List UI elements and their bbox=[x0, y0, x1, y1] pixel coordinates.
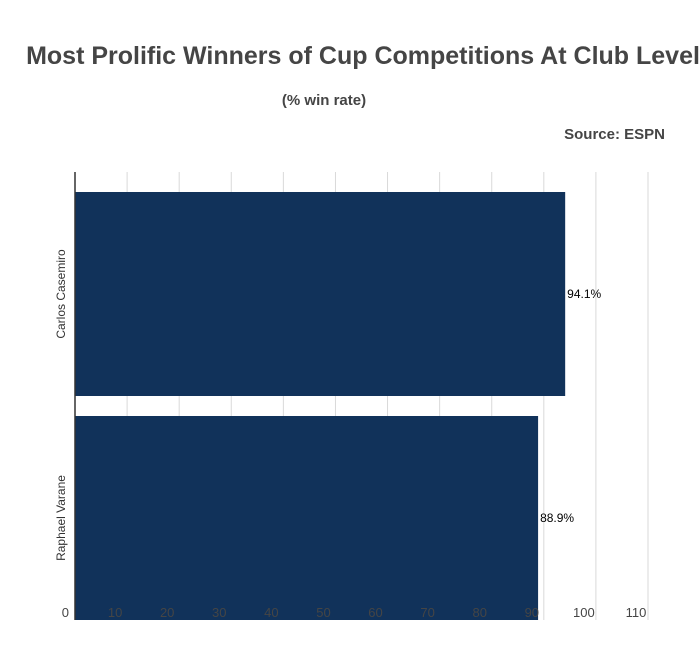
bar bbox=[75, 416, 539, 620]
y-category-label: Raphael Varane bbox=[54, 475, 68, 561]
x-tick-label: 110 bbox=[626, 605, 647, 620]
data-label: 94.1% bbox=[567, 287, 601, 301]
x-tick-label: 40 bbox=[264, 605, 278, 620]
chart-subtitle: (% win rate) bbox=[281, 92, 367, 109]
bars bbox=[75, 192, 566, 620]
x-tick-label: 50 bbox=[316, 605, 330, 620]
bar bbox=[75, 192, 566, 396]
x-tick-label: 20 bbox=[160, 605, 174, 620]
data-label: 88.9% bbox=[540, 511, 574, 525]
x-tick-label: 30 bbox=[212, 605, 226, 620]
chart-source: Source: ESPN bbox=[564, 126, 665, 143]
x-tick-label: 0 bbox=[62, 605, 69, 620]
labels: 0 10 20 30 40 50 60 70 80 90 100 110 94.1% Carlos Cas… bbox=[54, 249, 646, 620]
x-tick-label: 80 bbox=[472, 605, 486, 620]
x-tick-label: 10 bbox=[108, 605, 122, 620]
x-tick-label: 90 bbox=[525, 605, 539, 620]
x-tick-label: 60 bbox=[368, 605, 382, 620]
x-tick-label: 70 bbox=[420, 605, 434, 620]
x-tick-label: 100 bbox=[573, 605, 595, 620]
y-category-label: Carlos Casemiro bbox=[54, 249, 68, 339]
chart-title: Most Prolific Winners of Cup Competition… bbox=[26, 42, 700, 70]
